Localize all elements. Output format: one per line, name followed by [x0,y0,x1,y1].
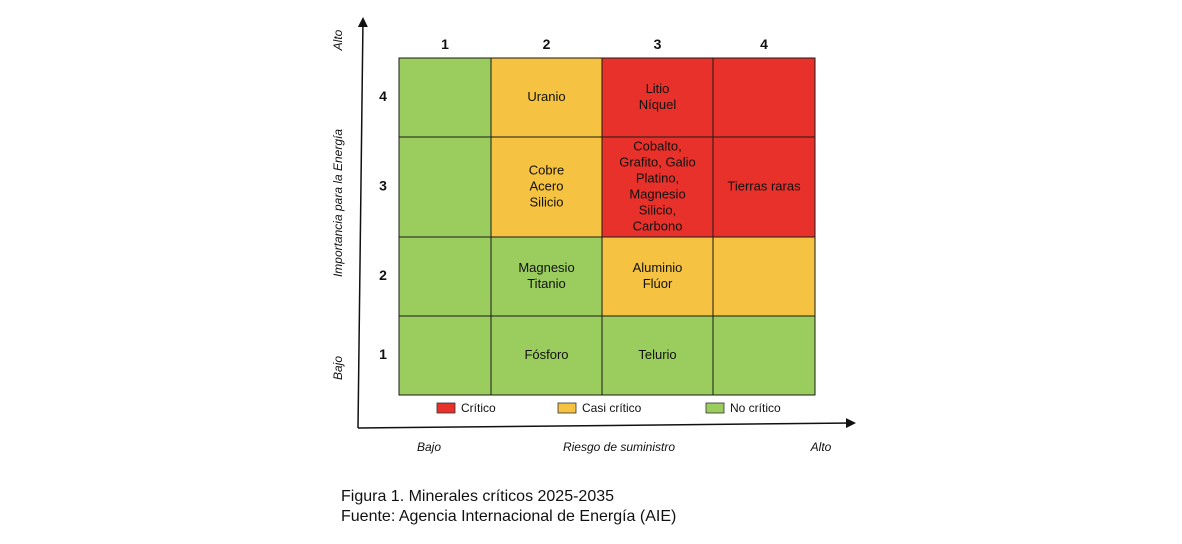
x-axis-line [357,418,856,429]
row-number-label: 1 [379,346,387,362]
matrix-cell-r3-c1 [398,136,492,238]
cell-mineral-label: Platino, [636,170,679,185]
x-axis-high-label: Alto [810,440,832,454]
cell-mineral-label: Telurio [638,347,676,362]
column-numbers: 1 2 3 4 [441,36,768,52]
cell-mineral-label: Cobalto, [633,138,681,153]
cell-mineral-label: Silicio [530,194,564,209]
legend-swatch-casi-critico [557,402,577,414]
y-axis-low-label: Bajo [331,356,345,380]
column-number-label: 2 [543,36,551,52]
legend-label: Casi crítico [582,401,642,415]
matrix-cell-r1-c4 [712,315,816,396]
matrix-cell-r1-c1 [398,315,492,396]
matrix-cell-r1-c3 [601,315,714,396]
column-number-label: 4 [760,36,768,52]
legend-swatch-no-critico [705,402,725,414]
cell-mineral-label: Silicio, [639,202,677,217]
y-axis-high-label: Alto [331,29,345,51]
row-number-label: 2 [379,267,387,283]
cell-mineral-label: Aluminio [633,260,683,275]
y-axis-title: Importancia para la Energía [331,129,345,277]
source-caption: Fuente: Agencia Internacional de Energía… [341,508,677,525]
cell-mineral-label: Magnesio [518,260,574,275]
cell-mineral-label: Cobre [529,162,564,177]
column-number-label: 1 [441,36,449,52]
cell-mineral-label: Uranio [527,89,565,104]
cell-mineral-label: Litio [646,81,670,96]
matrix-cell-r2-c2 [490,236,603,317]
cell-mineral-label: Níquel [639,97,677,112]
row-numbers: 4 3 2 1 [379,88,387,362]
matrix-cell-r2-c4 [712,236,816,317]
cell-mineral-label: Flúor [643,276,673,291]
cell-mineral-label: Magnesio [629,186,685,201]
figure-caption: Figura 1. Minerales críticos 2025-2035 [341,488,615,505]
matrix-cell-r1-c2 [490,315,603,396]
cell-mineral-label: Titanio [527,276,566,291]
matrix-cell-r3-c4 [712,136,816,238]
matrix-cell-r4-c1 [398,57,492,138]
row-number-label: 4 [379,88,387,104]
matrix-cell-r4-c3 [601,57,714,138]
matrix-cell-r4-c4 [712,57,816,138]
legend: Crítico Casi crítico No crítico [436,401,781,415]
cell-mineral-label: Fósforo [524,347,568,362]
cell-mineral-label: Carbono [633,218,683,233]
x-axis-title: Riesgo de suministro [563,440,675,454]
legend-label: No crítico [730,401,781,415]
row-number-label: 3 [379,178,387,194]
matrix-cell-r4-c2 [490,57,603,138]
matrix-cell-r2-c1 [398,236,492,317]
matrix-cell-r3-c2 [490,136,603,238]
cell-mineral-label: Tierras raras [727,178,801,193]
cell-mineral-label: Acero [530,178,564,193]
legend-label: Crítico [461,401,496,415]
x-axis-low-label: Bajo [417,440,441,454]
matrix-cell-r3-c3 [601,136,714,238]
cell-mineral-label: Grafito, Galio [619,154,696,169]
column-number-label: 3 [654,36,662,52]
legend-swatch-critico [436,402,456,414]
y-axis-line [357,17,368,429]
